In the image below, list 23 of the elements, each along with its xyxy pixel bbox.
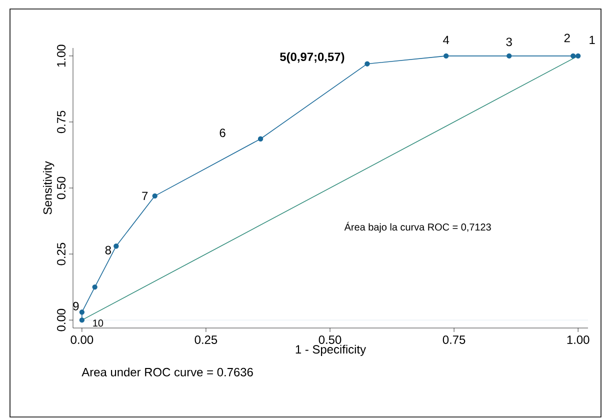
annotation: 4: [443, 36, 450, 44]
x-tick-label: 0.00: [70, 336, 94, 344]
annotation: Área bajo la curva ROC = 0,7123: [344, 222, 491, 233]
x-tick-label: 0.50: [318, 336, 342, 344]
annotation: 10: [93, 320, 104, 327]
y-tick-label: 1.00: [57, 44, 66, 67]
y-tick-label: 0.25: [57, 242, 66, 266]
y-tick-label: 0.50: [57, 176, 66, 200]
text: Area under ROC curve = 0.7636: [82, 368, 253, 376]
annotation: 6: [220, 128, 226, 138]
annotation: 2: [564, 34, 570, 42]
annotation: 1: [590, 36, 595, 44]
annotation: 9: [73, 302, 79, 310]
annotation: 3: [506, 38, 512, 46]
x-tick-label: 0.75: [442, 336, 466, 344]
annotation: 8: [105, 246, 111, 254]
annotation: 5(0,97;0,57): [280, 52, 344, 64]
y-axis-title: Sensitivity: [43, 161, 54, 214]
x-tick-label: 1.00: [567, 336, 590, 344]
annotation: 7: [142, 192, 148, 200]
x-tick-label: 0.25: [194, 336, 218, 344]
y-tick-label: 0.75: [57, 110, 66, 134]
x-axis-title: 1 - Specificity: [296, 344, 366, 356]
